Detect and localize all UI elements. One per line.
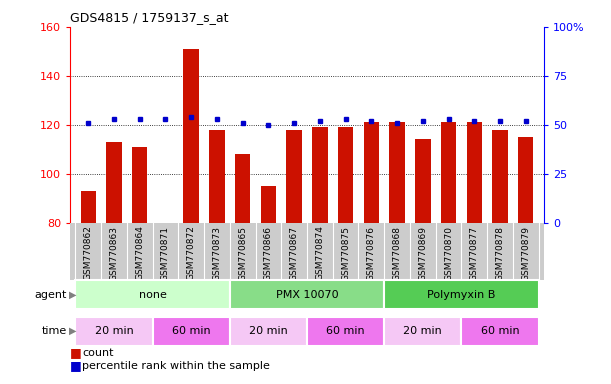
Text: GDS4815 / 1759137_s_at: GDS4815 / 1759137_s_at: [70, 11, 229, 24]
Bar: [183, 49, 199, 223]
Bar: [261, 186, 276, 223]
Bar: [81, 191, 96, 223]
Text: ■: ■: [70, 359, 82, 372]
Text: GSM770877: GSM770877: [470, 226, 479, 281]
Text: 60 min: 60 min: [481, 326, 519, 336]
Bar: [441, 122, 456, 223]
Text: GSM770863: GSM770863: [109, 226, 119, 281]
Bar: [415, 139, 431, 223]
Text: PMX 10070: PMX 10070: [276, 290, 338, 300]
Bar: [467, 122, 482, 223]
Text: Polymyxin B: Polymyxin B: [427, 290, 496, 300]
Bar: [461, 317, 539, 346]
Bar: [209, 130, 225, 223]
Text: GSM770862: GSM770862: [84, 226, 93, 280]
Text: GSM770865: GSM770865: [238, 226, 247, 281]
Text: count: count: [82, 348, 114, 358]
Bar: [312, 127, 327, 223]
Text: GSM770871: GSM770871: [161, 226, 170, 281]
Text: GSM770864: GSM770864: [135, 226, 144, 280]
Bar: [518, 137, 533, 223]
Text: agent: agent: [35, 290, 67, 300]
Text: GSM770874: GSM770874: [315, 226, 324, 280]
Text: ▶: ▶: [69, 290, 76, 300]
Text: GSM770868: GSM770868: [393, 226, 401, 281]
Bar: [384, 280, 539, 309]
Text: GSM770872: GSM770872: [187, 226, 196, 280]
Bar: [132, 147, 147, 223]
Bar: [389, 122, 405, 223]
Bar: [230, 280, 384, 309]
Bar: [230, 317, 307, 346]
Text: 20 min: 20 min: [403, 326, 442, 336]
Bar: [384, 317, 461, 346]
Text: 60 min: 60 min: [172, 326, 211, 336]
Text: GSM770869: GSM770869: [419, 226, 427, 281]
Text: none: none: [139, 290, 167, 300]
Text: GSM770876: GSM770876: [367, 226, 376, 281]
Bar: [287, 130, 302, 223]
Text: 20 min: 20 min: [95, 326, 133, 336]
Bar: [235, 154, 251, 223]
Text: GSM770879: GSM770879: [521, 226, 530, 281]
Text: ▶: ▶: [69, 326, 76, 336]
Text: time: time: [42, 326, 67, 336]
Bar: [338, 127, 353, 223]
Bar: [307, 317, 384, 346]
Bar: [75, 280, 230, 309]
Text: 20 min: 20 min: [249, 326, 288, 336]
Text: percentile rank within the sample: percentile rank within the sample: [82, 361, 270, 371]
Bar: [153, 317, 230, 346]
Text: 60 min: 60 min: [326, 326, 365, 336]
Text: GSM770870: GSM770870: [444, 226, 453, 281]
Text: GSM770866: GSM770866: [264, 226, 273, 281]
Text: GSM770867: GSM770867: [290, 226, 299, 281]
Text: GSM770873: GSM770873: [213, 226, 221, 281]
Bar: [106, 142, 122, 223]
Bar: [364, 122, 379, 223]
Text: ■: ■: [70, 346, 82, 359]
Text: GSM770878: GSM770878: [496, 226, 505, 281]
Bar: [75, 317, 153, 346]
Text: GSM770875: GSM770875: [341, 226, 350, 281]
Bar: [492, 130, 508, 223]
